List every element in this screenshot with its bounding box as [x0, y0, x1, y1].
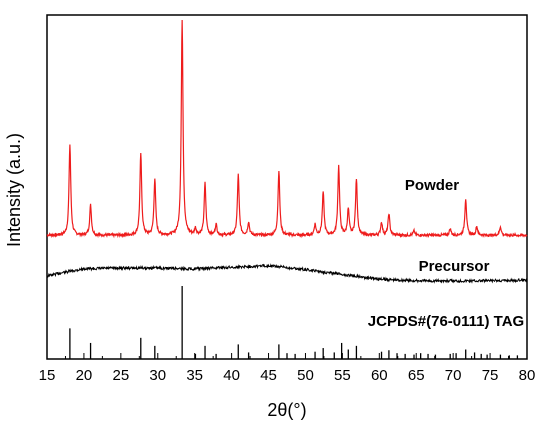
- x-tick-label: 80: [519, 367, 536, 384]
- x-tick-label: 55: [334, 367, 351, 384]
- x-axis: 15 20 25 30 35 40 45 50 55 60 65 70 75 80: [39, 353, 536, 384]
- x-tick-label: 30: [149, 367, 166, 384]
- x-tick-label: 35: [186, 367, 203, 384]
- precursor-series: [46, 263, 528, 284]
- x-tick-label: 50: [297, 367, 314, 384]
- x-tick-label: 40: [223, 367, 240, 384]
- x-tick-label: 70: [445, 367, 462, 384]
- annotation-precursor: Precursor: [419, 258, 490, 275]
- x-tick-label: 45: [260, 367, 277, 384]
- annotation-powder: Powder: [405, 177, 459, 194]
- x-tick-label: 60: [371, 367, 388, 384]
- powder-series: [46, 19, 528, 239]
- x-axis-title: 2θ(°): [267, 400, 306, 420]
- y-axis-title: Intensity (a.u.): [4, 133, 24, 247]
- x-tick-label: 20: [76, 367, 93, 384]
- powder-line: [46, 19, 528, 239]
- x-tick-label: 15: [39, 367, 56, 384]
- x-tick-label: 65: [408, 367, 425, 384]
- precursor-line: [46, 263, 528, 284]
- x-tick-label: 25: [113, 367, 130, 384]
- annotation-reference: JCPDS#(76-0111) TAG: [368, 313, 524, 330]
- x-tick-label: 75: [482, 367, 499, 384]
